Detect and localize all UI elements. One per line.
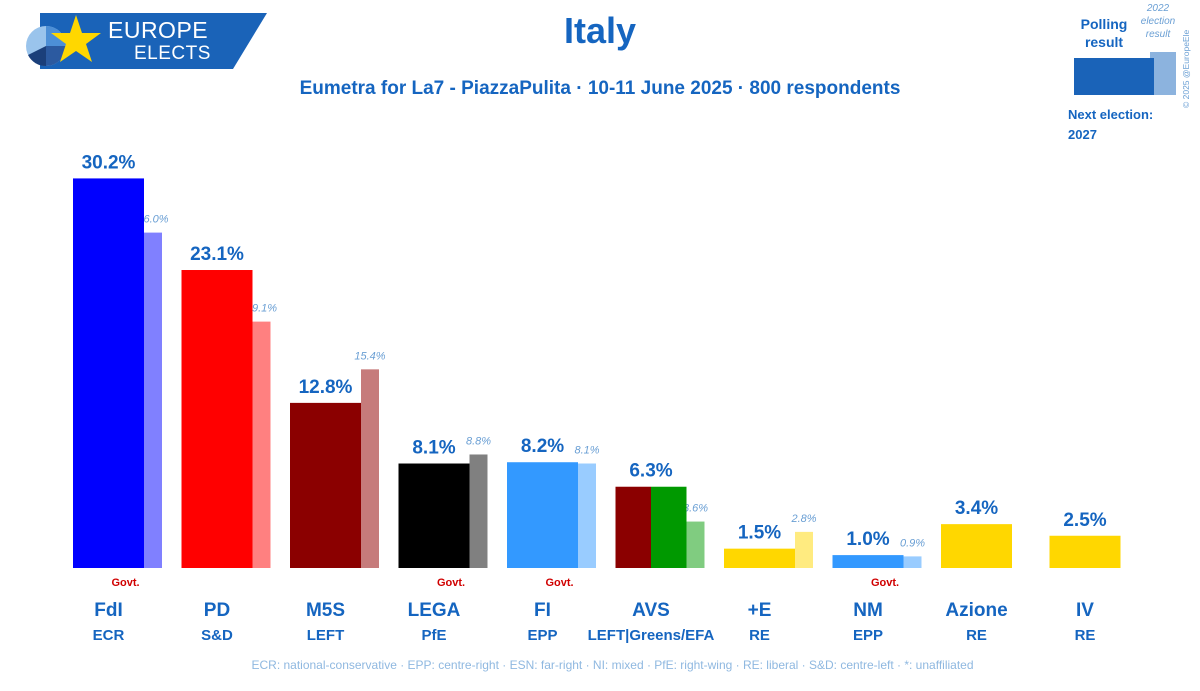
election-label-lega: 8.8% (466, 435, 491, 447)
category-label-fi: FI (534, 600, 551, 621)
category-label-plus-e: +E (748, 600, 772, 621)
group-label-lega: PfE (421, 627, 446, 644)
group-label-fdi: ECR (93, 627, 125, 644)
logo-banner-icon (26, 13, 267, 69)
polling-label-plus-e: 1.5% (738, 523, 781, 544)
legend-polling-label: Polling result (1080, 16, 1128, 50)
category-label-m5s: M5S (306, 600, 345, 621)
footer-legend: ECR: national-conservative · EPP: centre… (251, 658, 974, 672)
legend-election-label: 2022 election result (1140, 3, 1176, 40)
group-label-pd: S&D (201, 627, 233, 644)
election-label-plus-e: 2.8% (790, 513, 816, 525)
legend-polling-swatch (1074, 58, 1154, 95)
group-label-avs: LEFT|Greens/EFA (588, 627, 715, 644)
copyright-notice: © 2025 @EuropeElects (1181, 30, 1191, 108)
govt-label-lega: Govt. (437, 577, 465, 589)
govt-label-fi: Govt. (545, 577, 573, 589)
election-label-nm: 0.9% (900, 537, 925, 549)
election-bar-avs (686, 521, 705, 568)
polling-label-nm: 1.0% (846, 529, 889, 550)
polling-bar-plus-e (724, 548, 795, 568)
election-bar-m5s (361, 369, 379, 568)
election-label-fi: 8.1% (574, 445, 599, 457)
category-label-avs: AVS (632, 600, 670, 621)
category-label-azione: Azione (945, 600, 1007, 621)
polling-bar-nm (832, 555, 904, 568)
election-bar-pd (252, 321, 271, 568)
page-title: Italy (563, 10, 637, 51)
category-label-iv: IV (1076, 600, 1094, 621)
election-label-avs: 3.6% (683, 503, 708, 515)
group-label-m5s: LEFT (307, 627, 345, 644)
polling-label-iv: 2.5% (1063, 510, 1106, 531)
category-label-pd: PD (204, 600, 230, 621)
category-label-lega: LEGA (408, 600, 461, 621)
logo-line2: ELECTS (134, 43, 211, 64)
polling-bar-fdi (73, 178, 144, 569)
europe-elects-logo: EUROPE ELECTS (22, 13, 267, 69)
polling-label-m5s: 12.8% (299, 377, 353, 398)
polling-bar-lega (398, 463, 470, 568)
polling-bar-avs-part1 (615, 486, 651, 568)
category-label-fdi: FdI (94, 600, 123, 621)
election-label-m5s: 15.4% (354, 350, 385, 362)
next-election-year: 2027 (1068, 127, 1097, 142)
election-bar-fdi (144, 232, 162, 568)
group-label-azione: RE (966, 627, 987, 644)
polling-bar-azione (941, 524, 1012, 568)
election-bar-lega (469, 454, 488, 568)
group-label-fi: EPP (527, 627, 557, 644)
polling-label-azione: 3.4% (955, 498, 998, 519)
category-label-nm: NM (853, 600, 883, 621)
legend-next-election: Next election: 2027 (1068, 105, 1153, 145)
election-label-fdi: 26.0% (136, 214, 168, 226)
polling-label-fdi: 30.2% (82, 152, 136, 173)
polling-label-pd: 23.1% (190, 244, 244, 265)
polling-label-avs: 6.3% (629, 461, 672, 482)
polling-bar-avs-part2 (651, 486, 687, 568)
election-label-pd: 19.1% (246, 303, 277, 315)
logo-line1: EUROPE (108, 17, 209, 43)
legend-election-swatch (1150, 52, 1176, 95)
polling-bar-iv (1049, 535, 1121, 568)
polling-label-fi: 8.2% (521, 436, 564, 457)
govt-label-nm: Govt. (871, 577, 899, 589)
polling-bar-m5s (290, 402, 361, 568)
next-election-label: Next election: (1068, 107, 1154, 122)
group-label-nm: EPP (853, 627, 883, 644)
election-bar-plus-e (795, 531, 813, 568)
polling-bar-fi (507, 462, 578, 568)
group-label-iv: RE (1075, 627, 1096, 644)
polling-label-lega: 8.1% (412, 438, 455, 459)
election-bar-fi (578, 463, 596, 568)
group-label-plus-e: RE (749, 627, 770, 644)
govt-label-fdi: Govt. (111, 577, 139, 589)
election-bar-nm (903, 556, 922, 568)
page-subtitle: Eumetra for La7 - PiazzaPulita · 10-11 J… (299, 78, 901, 99)
polling-bar-pd (181, 270, 253, 568)
copyright-text: © 2025 @EuropeElects (1181, 30, 1191, 108)
